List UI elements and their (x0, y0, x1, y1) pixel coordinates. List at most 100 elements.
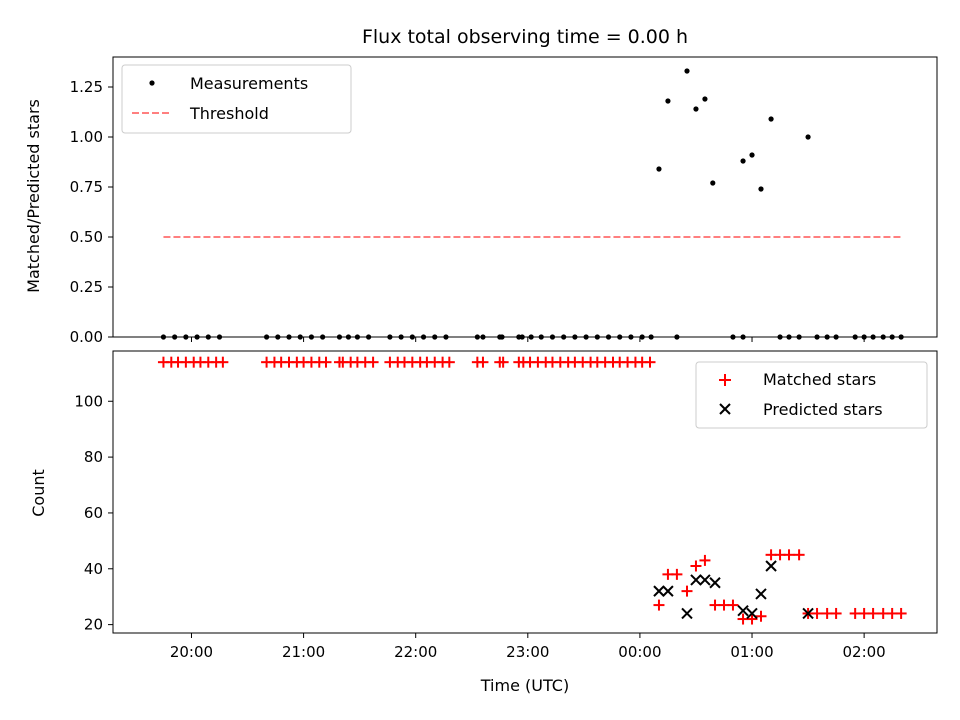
measurement-point (628, 334, 634, 340)
measurement-point (833, 334, 839, 340)
measurement-point (880, 334, 886, 340)
matched-star-point (653, 599, 665, 611)
measurement-point (432, 334, 438, 340)
measurement-point (354, 334, 360, 340)
legend-label-threshold: Threshold (189, 104, 269, 123)
top-y-tick-label: 0.50 (70, 228, 103, 246)
matched-star-point (783, 549, 795, 561)
measurement-point (824, 334, 830, 340)
measurement-point (572, 334, 578, 340)
measurement-point (693, 106, 699, 112)
measurement-point (740, 334, 746, 340)
predicted-star-point (699, 574, 711, 586)
bottom-y-tick-label: 100 (74, 392, 103, 410)
bottom-marks (157, 356, 907, 625)
legend-label-predicted: Predicted stars (763, 400, 883, 419)
measurement-point (443, 334, 449, 340)
matched-star-point (699, 554, 711, 566)
measurement-point (674, 334, 680, 340)
measurement-point (398, 334, 404, 340)
predicted-star-point (690, 574, 702, 586)
matched-star-point (755, 610, 767, 622)
measurement-point (499, 334, 505, 340)
bottom-panel: 20 40 60 80 100 20:00 21:00 22:00 23:00 00:00 01:0… (29, 350, 938, 695)
matched-star-point (644, 356, 656, 368)
bottom-y-tick-label: 40 (84, 560, 103, 578)
measurement-point (474, 334, 480, 340)
matched-star-point (727, 599, 739, 611)
measurement-point (409, 334, 415, 340)
predicted-star-point (709, 577, 721, 589)
measurement-point (617, 334, 623, 340)
measurement-point (160, 334, 167, 340)
top-y-tick-label: 1.00 (70, 128, 103, 146)
measurement-point (297, 334, 303, 340)
matched-star-point (895, 607, 907, 619)
matched-star-point (217, 356, 229, 368)
legend-label-matched: Matched stars (763, 370, 876, 389)
top-axes: 0.00 0.25 0.50 0.75 1.00 1.25 (70, 56, 938, 346)
legend-marker-measurements (149, 80, 155, 86)
measurement-point (420, 334, 427, 340)
measurement-point (263, 334, 270, 340)
measurement-point (387, 334, 393, 340)
matched-star-point (443, 356, 455, 368)
matched-star-point (690, 560, 702, 572)
bottom-x-tick-label: 02:00 (843, 643, 886, 661)
measurement-point (758, 186, 764, 192)
bottom-x-tick-label: 23:00 (506, 643, 549, 661)
measurement-point (194, 334, 200, 340)
measurement-point (656, 166, 662, 172)
bottom-x-tick-label: 01:00 (730, 643, 773, 661)
measurement-point (796, 334, 802, 340)
bottom-y-tick-label: 20 (84, 616, 103, 634)
matched-star-point (671, 568, 683, 580)
matched-star-point (811, 607, 823, 619)
measurement-point (730, 334, 736, 340)
measurement-point (336, 334, 343, 340)
bottom-legend-box (695, 361, 928, 429)
top-panel: Flux total observing time = 0.00 h 0.000… (24, 26, 938, 346)
measurement-point (605, 334, 612, 340)
top-y-tick-label: 0.00 (70, 328, 103, 346)
bottom-y-tick-label: 60 (84, 504, 103, 522)
measurement-point (648, 334, 654, 340)
measurement-point (528, 334, 534, 340)
matched-star-point (497, 356, 509, 368)
measurement-point (740, 158, 746, 164)
measurement-point (684, 68, 690, 74)
matched-star-point (477, 356, 489, 368)
bottom-x-tick-label: 20:00 (170, 643, 213, 661)
predicted-star-point (755, 588, 767, 600)
bottom-x-tick-label: 22:00 (394, 643, 437, 661)
predicted-star-point (662, 585, 674, 597)
measurement-point (852, 334, 858, 340)
measurement-point (172, 334, 178, 340)
measurement-point (861, 334, 867, 340)
measurement-point (768, 116, 774, 122)
measurement-point (870, 334, 876, 340)
matched-star-point (367, 356, 379, 368)
legend-label-measurements: Measurements (190, 74, 308, 93)
measurement-point (814, 334, 820, 340)
measurement-point (366, 334, 372, 340)
matched-star-point (681, 585, 693, 597)
top-legend-box (121, 64, 352, 134)
bottom-axes: 20 40 60 80 100 20:00 21:00 22:00 23:00 00:00 01:0… (74, 350, 938, 661)
measurement-point (216, 334, 223, 340)
bottom-y-axis-label: Count (29, 469, 48, 517)
measurement-point (898, 334, 904, 340)
measurement-point (480, 334, 486, 340)
predicted-star-point (765, 560, 777, 572)
bottom-legend: Matched stars Predicted stars (695, 361, 928, 429)
measurement-point (345, 334, 352, 340)
predicted-star-point (802, 607, 814, 620)
matched-star-point (320, 356, 332, 368)
measurement-point (786, 334, 792, 340)
measurement-point (710, 180, 716, 186)
bottom-frame (112, 350, 938, 634)
predicted-star-point (681, 607, 693, 620)
legend-marker-matched (719, 374, 731, 386)
top-marks (160, 68, 904, 340)
